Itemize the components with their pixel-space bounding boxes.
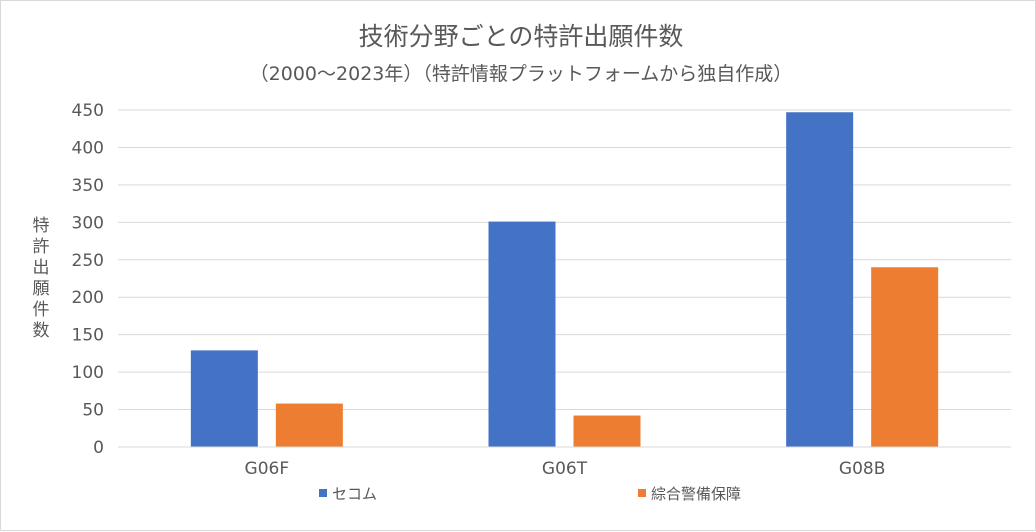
legend-swatch <box>638 489 646 497</box>
y-axis-ticks: 0 50 100 150 200 250 300 350 400 450 <box>72 101 104 458</box>
gridlines <box>118 109 1011 411</box>
legend-swatch <box>319 489 327 497</box>
y-tick-label: 300 <box>72 213 104 233</box>
y-tick-label: 100 <box>72 363 104 383</box>
y-tick-label: 250 <box>72 251 104 271</box>
y-tick-label: 150 <box>72 326 104 346</box>
y-tick-label: 450 <box>72 101 104 121</box>
y-axis-label: 特許出願件数 <box>33 216 50 341</box>
bar-G08B-series-1 <box>871 267 939 447</box>
bar-G06T-series-0 <box>488 221 556 447</box>
legend: セコム 綜合警備保障 <box>319 485 741 503</box>
chart-title: 技術分野ごとの特許出願件数 <box>359 22 684 51</box>
y-tick-label: 200 <box>72 288 104 308</box>
x-tick-label: G06F <box>245 459 290 479</box>
y-tick-label: 50 <box>82 401 104 421</box>
chart-subtitle: （2000〜2023年）（特許情報プラットフォームから独自作成） <box>250 63 793 85</box>
legend-label: 綜合警備保障 <box>651 485 741 503</box>
bar-G06F-series-0 <box>190 350 258 447</box>
y-tick-label: 400 <box>72 138 104 158</box>
y-tick-label: 350 <box>72 176 104 196</box>
y-axis-title: 特許出願件数 <box>33 216 50 341</box>
bar-G06F-series-1 <box>275 403 343 447</box>
legend-label: セコム <box>332 485 377 503</box>
bar-G06T-series-1 <box>573 415 641 447</box>
x-tick-label: G06T <box>542 459 588 479</box>
x-tick-label: G08B <box>839 459 885 479</box>
x-axis-ticks: G06F G06T G08B <box>245 459 886 479</box>
bars <box>190 112 939 447</box>
y-tick-label: 0 <box>93 438 104 458</box>
bar-G08B-series-0 <box>786 112 854 447</box>
